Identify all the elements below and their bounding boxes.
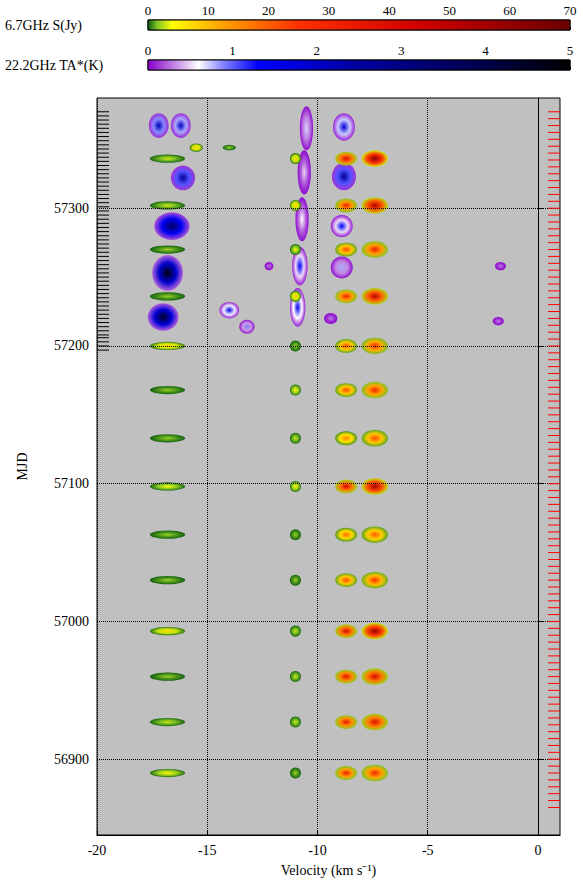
svg-text:1: 1 — [229, 43, 236, 58]
svg-text:20: 20 — [262, 3, 275, 18]
svg-text:0: 0 — [534, 843, 541, 858]
svg-text:70: 70 — [564, 3, 577, 18]
svg-text:-20: -20 — [88, 843, 107, 858]
svg-text:57300: 57300 — [54, 201, 89, 216]
svg-text:56900: 56900 — [54, 752, 89, 767]
svg-text:57000: 57000 — [54, 614, 89, 629]
svg-text:57200: 57200 — [54, 338, 89, 353]
svg-text:60: 60 — [503, 3, 516, 18]
svg-text:30: 30 — [322, 3, 335, 18]
svg-text:MJD: MJD — [15, 452, 30, 480]
svg-text:40: 40 — [383, 3, 396, 18]
svg-text:57100: 57100 — [54, 476, 89, 491]
svg-text:0: 0 — [145, 3, 152, 18]
svg-text:-10: -10 — [308, 843, 327, 858]
svg-text:0: 0 — [145, 43, 152, 58]
svg-text:2: 2 — [314, 43, 321, 58]
svg-text:10: 10 — [202, 3, 215, 18]
svg-text:22.2GHz TA*(K): 22.2GHz TA*(K) — [5, 58, 103, 74]
svg-text:-15: -15 — [198, 843, 217, 858]
svg-text:50: 50 — [443, 3, 456, 18]
svg-text:5: 5 — [567, 43, 574, 58]
svg-text:3: 3 — [398, 43, 405, 58]
svg-text:6.7GHz S(Jy): 6.7GHz S(Jy) — [5, 18, 82, 34]
svg-text:Velocity (km s⁻¹): Velocity (km s⁻¹) — [281, 863, 377, 879]
svg-text:-5: -5 — [422, 843, 434, 858]
svg-text:4: 4 — [482, 43, 489, 58]
